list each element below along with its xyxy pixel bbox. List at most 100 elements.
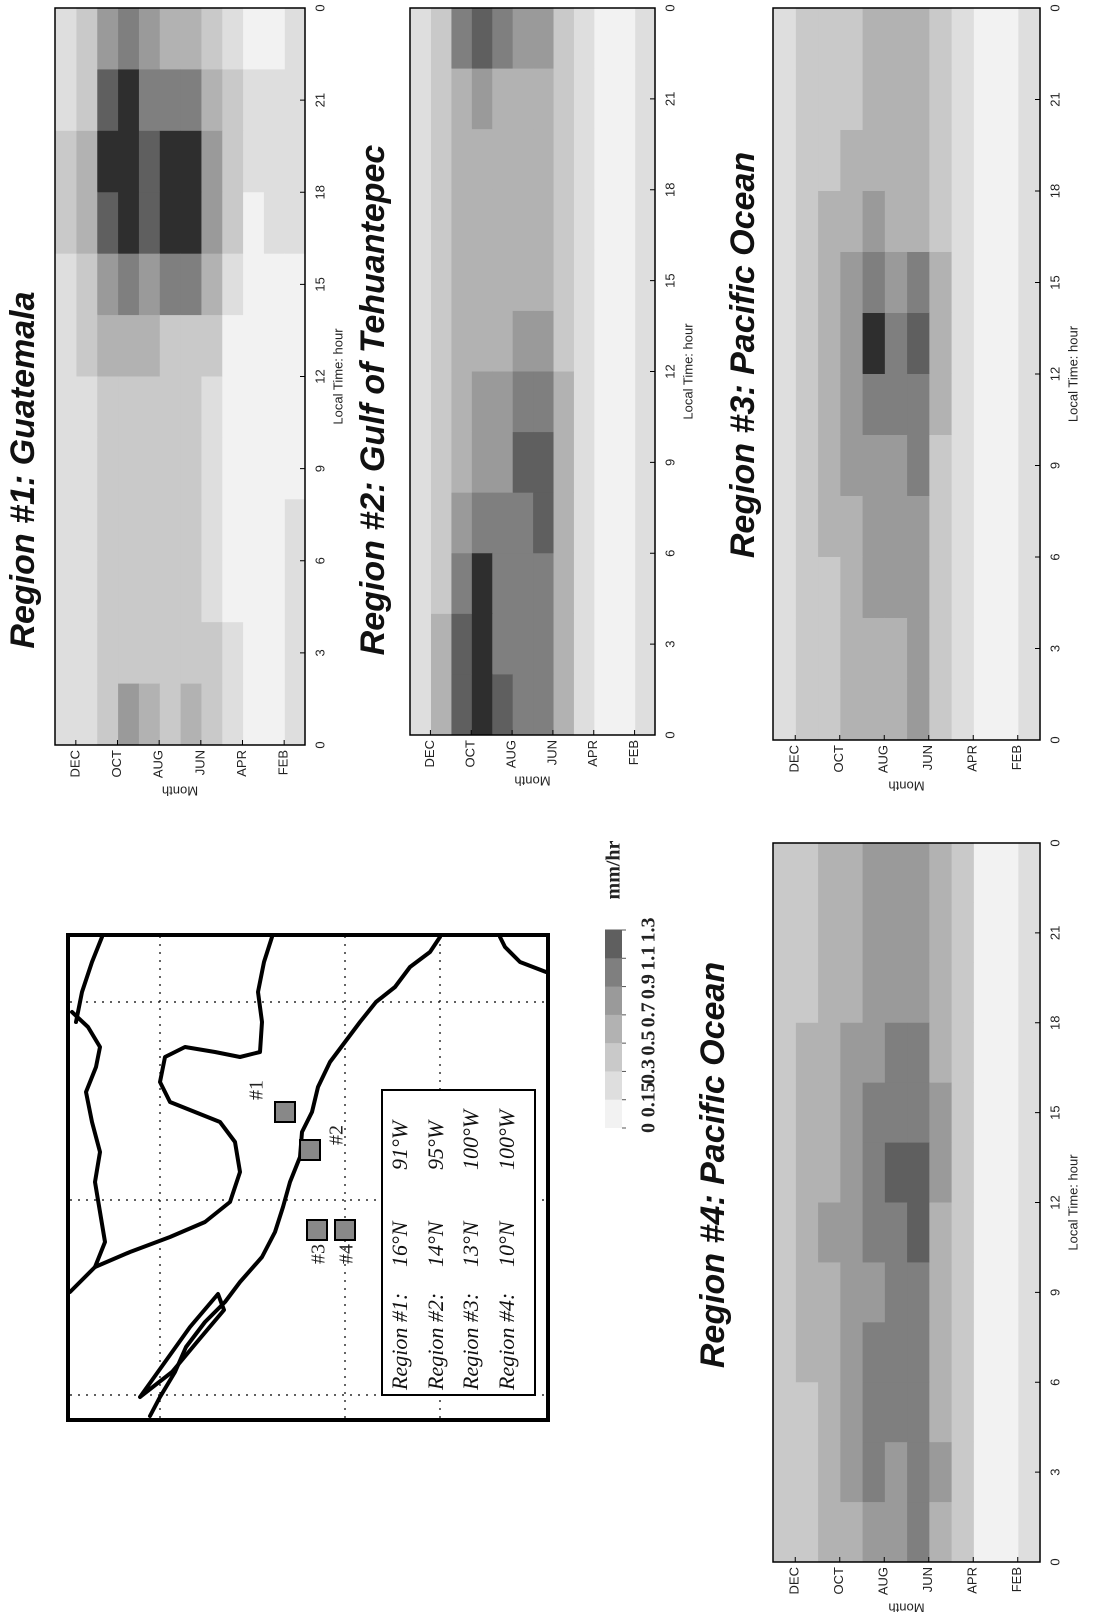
heat-cell (795, 556, 819, 618)
heat-cell (200, 68, 223, 131)
heat-cell (884, 251, 908, 313)
heat-cell (450, 431, 472, 493)
heat-cell (614, 128, 636, 190)
heat-cell (951, 1381, 974, 1443)
heat-cell (862, 68, 885, 130)
heat-cell (862, 312, 885, 374)
heat-cell (634, 310, 656, 372)
heat-cell (552, 552, 574, 614)
coastline (138, 1292, 226, 1399)
heat-cell (973, 251, 997, 313)
heat-cell (552, 7, 574, 69)
heat-cell (284, 314, 306, 377)
heat-cell (839, 902, 863, 963)
heat-cell (884, 1501, 908, 1562)
heat-cell (773, 1141, 796, 1203)
heat-cell (795, 1082, 819, 1143)
heat-cell (862, 842, 885, 903)
heat-cell (773, 7, 796, 69)
heat-cell (951, 1441, 974, 1503)
heat-cell (634, 128, 656, 190)
heat-cell (430, 67, 452, 130)
heat-cell (138, 130, 160, 193)
heat-cell (284, 253, 306, 316)
heat-cell (951, 1321, 974, 1383)
heat-cell (75, 682, 98, 745)
heat-cell (284, 437, 306, 500)
heat-cell (593, 67, 615, 130)
heat-cell (995, 1261, 1019, 1323)
heat-cell (117, 375, 139, 438)
heat-cell (552, 189, 574, 251)
heat-cell (180, 375, 202, 438)
heat-cell (817, 678, 841, 740)
heat-cell (1017, 312, 1041, 374)
x-tick-label: 6 (1047, 1379, 1062, 1386)
heat-cell (242, 130, 264, 193)
heat-cell (1017, 1501, 1041, 1562)
heat-cell (532, 249, 554, 311)
heat-cell (242, 314, 264, 377)
heat-cell (773, 1441, 796, 1503)
heat-cell (1017, 251, 1041, 313)
heat-cell (410, 552, 432, 614)
colorbar-label: 0.7 (638, 1002, 660, 1027)
colorbar-label: 0 (638, 1123, 660, 1133)
heat-cell (995, 434, 1019, 496)
heat-cell (75, 375, 98, 438)
heat-cell (995, 373, 1019, 435)
heat-cell (532, 370, 554, 433)
x-tick-label: 12 (1047, 367, 1062, 381)
heat-cell (906, 617, 930, 679)
heat-cell (773, 1321, 796, 1383)
heat-cell (1017, 7, 1041, 69)
y-axis-label: Month (162, 784, 198, 799)
heat-cell (795, 129, 819, 191)
heat-cell (817, 68, 841, 130)
heat-cell (430, 7, 452, 69)
x-tick-label: 3 (1047, 645, 1062, 652)
heat-cell (450, 249, 472, 311)
heat-cell (773, 1381, 796, 1443)
heat-cell (884, 434, 908, 496)
marker-label: #2 (326, 1125, 348, 1145)
heat-cell (839, 251, 863, 313)
heat-cell (180, 498, 202, 561)
heat-cell (773, 434, 796, 496)
heat-cell (906, 842, 930, 903)
heat-cell (906, 68, 930, 130)
heat-cell (817, 1381, 841, 1443)
heat-cell (512, 7, 534, 69)
x-tick-label: 18 (662, 183, 677, 197)
x-tick-label: 9 (1047, 462, 1062, 469)
heat-cell (593, 431, 615, 493)
heat-cell (817, 190, 841, 252)
heat-cell (951, 1261, 974, 1323)
heat-cell (817, 434, 841, 496)
heat-cell (795, 495, 819, 557)
heat-cell (1017, 434, 1041, 496)
heat-cell (180, 560, 202, 623)
heat-cell (884, 68, 908, 130)
heat-cell (795, 962, 819, 1023)
heat-cell (951, 68, 974, 130)
heat-cell (593, 613, 615, 675)
heat-cell (180, 191, 202, 254)
heat-cell (117, 191, 139, 254)
x-tick-label: 6 (662, 550, 677, 557)
heat-cell (573, 128, 595, 190)
heat-cell (512, 552, 534, 614)
heat-cell (593, 673, 615, 735)
heat-cell (96, 560, 119, 623)
heat-cell (1017, 1381, 1041, 1443)
heat-cell (773, 962, 796, 1023)
heat-cell (614, 492, 636, 554)
legend-lat: 13°N (458, 1220, 483, 1267)
heat-cell (795, 1381, 819, 1443)
y-tick-label: OCT (109, 750, 124, 778)
heat-cell (773, 1082, 796, 1143)
heat-cell (450, 7, 472, 69)
heat-cell (532, 128, 554, 190)
heat-cell (242, 498, 264, 561)
heat-cell (180, 68, 202, 131)
